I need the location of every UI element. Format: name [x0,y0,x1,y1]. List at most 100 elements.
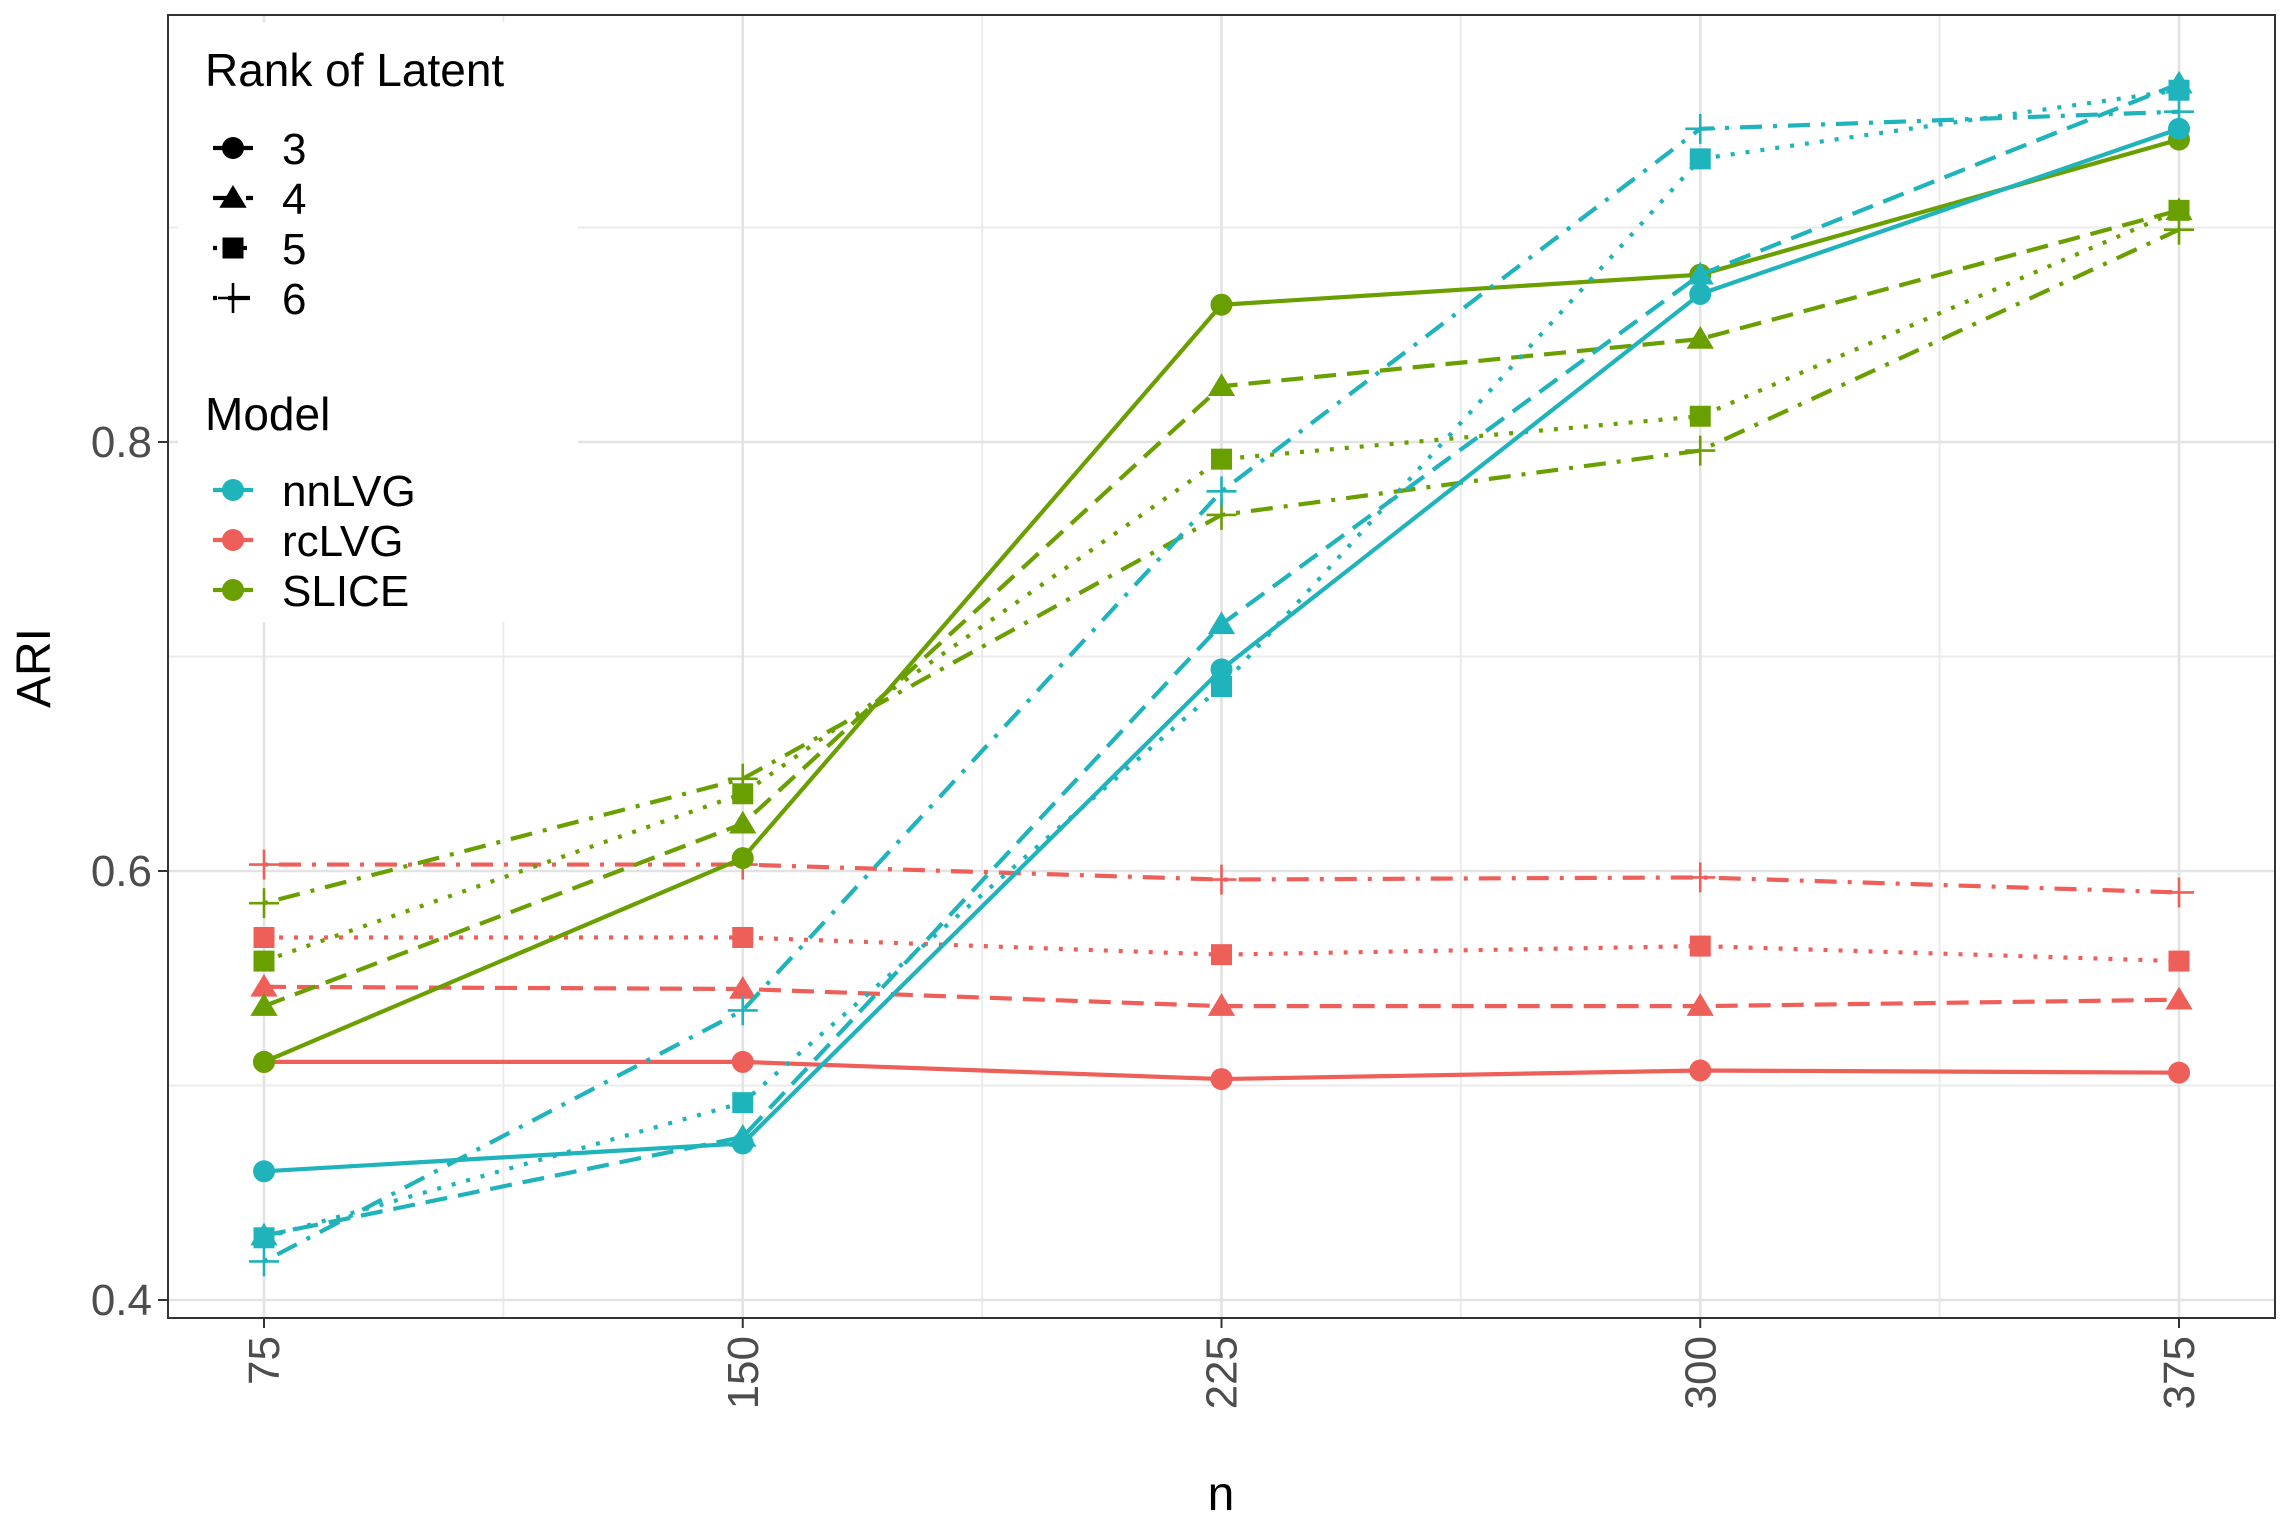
data-point [729,975,757,999]
data-point [2164,877,2194,908]
data-point [1211,676,1232,698]
data-point [249,849,279,880]
legend-model-entry-nnLVG: nnLVG [213,467,416,516]
legend-model-entry-SLICE: SLICE [213,567,409,616]
data-point [253,1160,275,1183]
series-layer [249,70,2194,1277]
data-point [731,1050,754,1073]
data-point [2165,986,2193,1010]
legend-rank-entry-5: 5 [213,225,306,274]
data-point [1685,435,1716,466]
data-point [1685,113,1716,144]
data-point [253,1227,275,1249]
data-point [2168,1061,2190,1084]
data-point [2164,96,2194,127]
data-point [2168,199,2190,221]
x-tick-label: 225 [1198,1336,1247,1409]
data-point [2164,214,2194,245]
data-point [253,950,275,972]
legend-key-square-icon [222,237,244,259]
legend-label: nnLVG [282,467,416,516]
y-axis-title: ARI [8,628,61,708]
legend-label: 4 [282,175,306,224]
series-rcLVG-rank-5 [253,926,2190,972]
data-point [1210,293,1233,316]
y-tick-label: 0.4 [91,1276,152,1325]
data-point [1211,944,1232,966]
legend-rank-entry-4: 4 [213,175,306,224]
legend-label: 3 [282,125,306,174]
data-point [1686,261,1714,285]
data-point [729,810,757,834]
x-tick-label: 375 [2155,1336,2204,1409]
legend-key-circle-icon [222,579,244,601]
data-point [1207,611,1236,635]
series-nnLVG-rank-5 [253,79,2190,1249]
series-SLICE-rank-5 [253,199,2190,972]
data-point [1210,1068,1233,1091]
legend-key-plus-icon [218,283,248,313]
data-point [253,926,275,948]
legend-label: 6 [282,275,306,324]
data-point [1689,405,1711,427]
legend-key-triangle-icon [219,185,247,208]
data-point [731,847,754,870]
y-tick-label: 0.6 [91,847,152,896]
data-point [249,1246,279,1277]
x-axis-title: n [1208,1468,1235,1521]
series-nnLVG-rank-3 [253,117,2190,1183]
data-point [1689,282,1712,305]
data-point [732,1092,754,1114]
x-tick-label: 300 [1676,1336,1725,1409]
legend-key-circle-icon [222,137,244,159]
series-nnLVG-rank-6 [249,96,2194,1277]
data-point [1686,326,1714,349]
data-point [1207,993,1236,1016]
data-point [727,995,758,1026]
data-point [732,926,754,948]
data-point [1207,373,1236,396]
legend-title-model: Model [205,388,330,440]
data-point [250,973,278,997]
legend-rank-entry-6: 6 [213,275,306,324]
data-point [2168,117,2190,140]
y-tick-label: 0.8 [91,418,152,467]
series-rcLVG-rank-4 [250,973,2193,1016]
data-point [729,1123,757,1147]
data-point [727,763,758,794]
data-point [250,993,278,1016]
legend-key-circle-icon [222,529,244,551]
data-point [1206,476,1237,507]
data-point [1211,448,1232,470]
data-point [1206,864,1237,895]
legend-rank-entry-3: 3 [213,125,306,174]
data-point [2168,950,2190,972]
data-point [249,888,279,919]
legend-key-circle-icon [222,479,244,501]
series-line [264,862,2180,895]
series-line [263,109,2180,1264]
data-point [1210,658,1233,681]
y-axis: 0.4 0.6 0.8 [91,418,168,1325]
data-point [1685,862,1716,893]
legend-model-entry-rcLVG: rcLVG [213,517,403,566]
legend-label: rcLVG [282,517,403,566]
data-point [253,1050,275,1073]
legend-background [178,22,578,622]
data-point [1686,993,1714,1016]
data-point [1689,148,1711,170]
x-tick-label: 75 [240,1336,289,1385]
data-point [1689,1059,1712,1082]
x-tick-label: 150 [719,1336,768,1409]
data-point [2168,79,2190,101]
x-axis: 75 150 225 300 375 [240,1318,2204,1409]
legend-label: 5 [282,225,306,274]
legend-title-rank: Rank of Latent [205,44,504,96]
legend-label: SLICE [282,567,409,616]
series-line [263,88,2180,1240]
data-point [732,783,754,805]
